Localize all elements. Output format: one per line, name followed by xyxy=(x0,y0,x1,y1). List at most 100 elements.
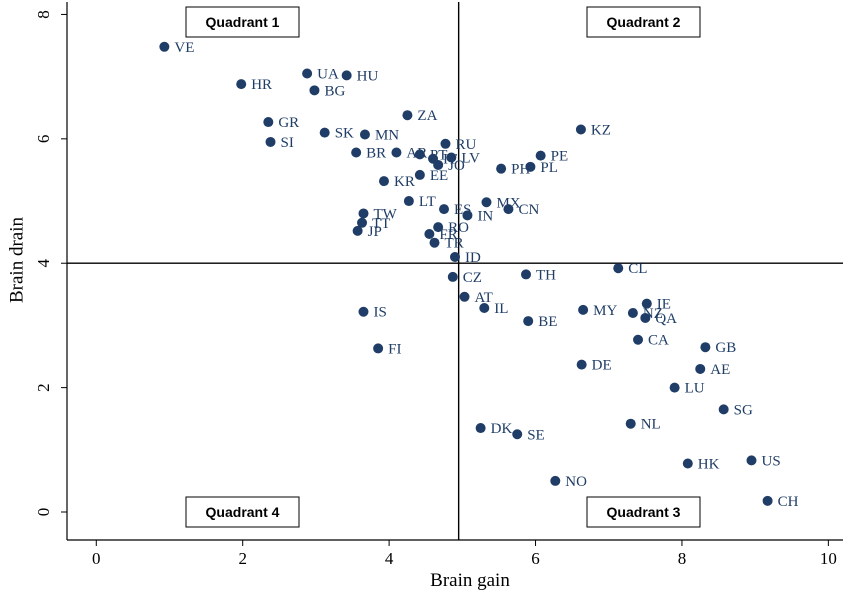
quadrant-text: Quadrant 1 xyxy=(206,14,280,30)
data-point xyxy=(263,117,274,128)
data-point xyxy=(669,382,680,393)
data-point-group: NL xyxy=(625,417,661,433)
data-point-group: AE xyxy=(695,362,730,378)
point-label: EE xyxy=(430,168,448,184)
point-label: SK xyxy=(335,126,354,142)
data-point xyxy=(302,68,313,79)
data-point xyxy=(378,176,389,187)
point-label: SI xyxy=(281,135,294,151)
point-label: HK xyxy=(698,456,720,472)
data-point xyxy=(633,334,644,345)
data-point xyxy=(535,150,546,161)
data-point-group: VE xyxy=(159,40,194,56)
data-point xyxy=(446,152,457,163)
data-point-group: JP xyxy=(352,224,382,240)
data-point xyxy=(373,343,384,354)
data-point xyxy=(236,79,247,90)
y-tick-label: 6 xyxy=(34,135,53,144)
point-label: CN xyxy=(518,202,539,218)
data-point-group: US xyxy=(746,453,781,469)
data-point-group: AT xyxy=(459,290,493,306)
data-point-group: JO xyxy=(433,158,465,174)
point-label: TT xyxy=(372,216,390,232)
point-label: RO xyxy=(448,220,469,236)
data-point-group: MN xyxy=(359,127,399,143)
data-point xyxy=(359,129,370,140)
data-point xyxy=(575,124,586,135)
data-point-group: DK xyxy=(475,421,513,437)
data-point xyxy=(700,342,711,353)
point-label: AT xyxy=(475,290,493,306)
point-label: DK xyxy=(491,421,513,437)
quadrant-box xyxy=(586,6,701,38)
data-point xyxy=(523,316,534,327)
data-point xyxy=(414,169,425,180)
quadrant-box xyxy=(185,496,300,528)
data-point xyxy=(746,455,757,466)
point-label: GR xyxy=(278,115,299,131)
data-points: VEHRUAHUBGGRSISKMNZABRARPTRULVITJOEEKRPH… xyxy=(159,40,799,510)
data-point-group: PE xyxy=(535,149,568,165)
point-label: MN xyxy=(375,127,399,143)
point-label: CA xyxy=(648,333,669,349)
data-point xyxy=(341,70,352,81)
data-point-group: IS xyxy=(358,305,387,321)
point-label: CH xyxy=(778,494,799,510)
data-point xyxy=(352,225,363,236)
data-point-group: IL xyxy=(479,301,508,317)
point-label: FI xyxy=(388,341,401,357)
data-point xyxy=(496,163,507,174)
data-point-group: CH xyxy=(762,494,799,510)
data-point-group: KR xyxy=(378,174,415,190)
data-point xyxy=(512,429,523,440)
data-point xyxy=(402,110,413,121)
y-tick-label: 8 xyxy=(34,10,53,19)
point-label: NL xyxy=(641,417,661,433)
data-point-group: GR xyxy=(263,115,299,131)
data-point-group: TT xyxy=(357,216,390,232)
point-label: IT xyxy=(443,152,457,168)
data-point xyxy=(403,196,414,207)
quadrant-box xyxy=(185,6,300,38)
data-point-group: IE xyxy=(641,297,671,313)
data-point xyxy=(433,159,444,170)
data-point xyxy=(525,161,536,172)
data-point-group: MY xyxy=(578,303,617,319)
data-point xyxy=(159,41,170,52)
data-point xyxy=(503,204,514,215)
point-label: BR xyxy=(366,146,386,162)
y-tick-label: 4 xyxy=(34,258,53,267)
data-point xyxy=(414,149,425,160)
point-label: LU xyxy=(685,381,705,397)
axes: 0 2 4 6 8 10 0 2 4 6 8 xyxy=(34,2,843,568)
data-point xyxy=(576,359,587,370)
reference-lines xyxy=(67,2,843,540)
data-point xyxy=(358,306,369,317)
data-point-group: TR xyxy=(429,236,464,252)
y-axis-title: Brain drain xyxy=(6,217,27,304)
data-point xyxy=(475,423,486,434)
point-label: IL xyxy=(494,301,508,317)
point-label: DE xyxy=(592,358,612,374)
data-point-group: BE xyxy=(523,314,557,330)
y-tick-label: 0 xyxy=(34,508,53,517)
data-point-group: LT xyxy=(403,194,436,210)
point-label: MX xyxy=(496,195,520,211)
data-point-group: SE xyxy=(512,427,545,443)
data-point xyxy=(433,222,444,233)
data-point-group: KZ xyxy=(575,123,611,139)
quadrant-label: Quadrant 4 xyxy=(185,496,300,528)
data-point-group: CN xyxy=(503,202,539,218)
data-point xyxy=(762,495,773,506)
point-label: ZA xyxy=(417,108,437,124)
point-label: QA xyxy=(655,311,677,327)
data-point xyxy=(625,418,636,429)
data-point xyxy=(578,304,589,315)
point-label: IS xyxy=(373,305,386,321)
data-point xyxy=(357,217,368,228)
x-tick-label: 6 xyxy=(531,549,540,568)
data-point-group: RU xyxy=(440,137,476,153)
data-point xyxy=(440,138,451,149)
data-point xyxy=(682,458,693,469)
data-point-group: HK xyxy=(682,456,720,472)
